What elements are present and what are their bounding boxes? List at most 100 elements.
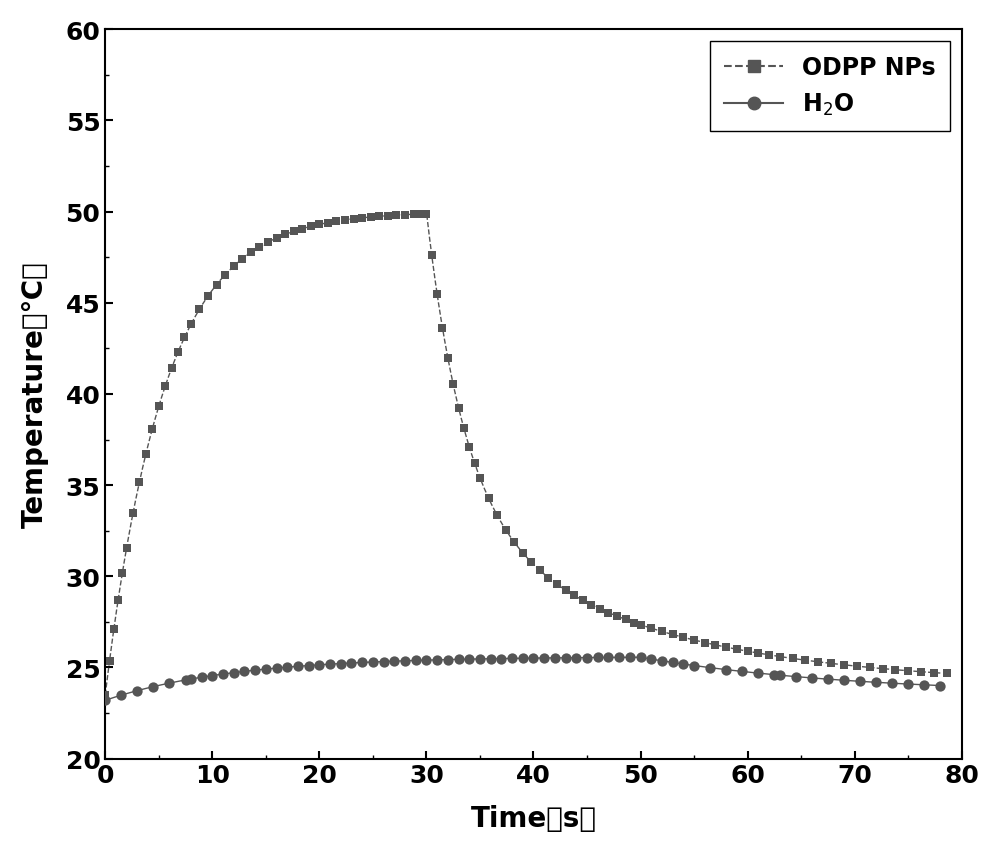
Point [286, 225, 302, 239]
Point [234, 252, 250, 266]
Point [113, 688, 129, 702]
Point [583, 598, 599, 612]
Point [397, 654, 413, 668]
Point [451, 401, 467, 415]
Point [176, 331, 192, 345]
Point [852, 675, 868, 688]
Point [875, 662, 891, 676]
Point [489, 508, 505, 522]
Point [226, 666, 242, 680]
Point [451, 653, 467, 666]
Point [600, 606, 616, 619]
Point [579, 651, 595, 664]
Point [269, 661, 285, 675]
Point [138, 448, 154, 461]
Point [97, 693, 113, 707]
Point [429, 287, 445, 301]
Point [675, 630, 691, 644]
Point [363, 211, 379, 224]
Point [788, 670, 804, 683]
Point [301, 659, 317, 672]
Point [575, 594, 591, 607]
Point [515, 652, 531, 665]
Point [144, 422, 160, 436]
Point [566, 589, 582, 602]
Point [525, 652, 541, 665]
Point [114, 566, 130, 580]
Point [729, 642, 745, 656]
Point [386, 654, 402, 668]
Point [151, 400, 167, 414]
Point [772, 650, 788, 664]
Point [618, 612, 634, 626]
Point [515, 547, 531, 560]
Point [376, 655, 392, 669]
Point [354, 212, 370, 225]
Y-axis label: Temperature（℃）: Temperature（℃） [21, 261, 49, 528]
Point [868, 676, 884, 689]
Point [558, 583, 574, 597]
Point [406, 208, 422, 222]
Point [322, 658, 338, 671]
Point [643, 653, 659, 666]
Point [418, 207, 434, 221]
Point [290, 659, 306, 673]
Point [279, 660, 295, 674]
Point [247, 664, 263, 677]
Point [125, 507, 141, 520]
Point [900, 677, 916, 691]
Point [939, 667, 955, 681]
Point [532, 564, 548, 577]
Point [277, 229, 293, 242]
Point [568, 651, 584, 664]
Point [337, 214, 353, 228]
Point [810, 655, 826, 669]
Point [328, 215, 344, 229]
Point [236, 664, 252, 678]
Point [493, 652, 509, 665]
Point [191, 303, 207, 316]
Point [718, 641, 734, 654]
Point [170, 345, 186, 359]
Point [932, 679, 948, 693]
Point [665, 656, 681, 670]
Point [346, 212, 362, 226]
Point [884, 676, 900, 690]
Point [258, 663, 274, 676]
Point [440, 351, 456, 365]
Point [633, 651, 649, 664]
Point [797, 653, 813, 667]
Point [916, 678, 932, 692]
Point [558, 651, 574, 664]
Point [215, 667, 231, 681]
Point [183, 672, 199, 686]
Point [600, 651, 616, 664]
Point [761, 648, 777, 662]
Point [697, 636, 713, 650]
Point [633, 618, 649, 632]
Point [900, 664, 916, 678]
Point [675, 658, 691, 671]
Point [643, 622, 659, 635]
Point [785, 652, 801, 665]
X-axis label: Time（s）: Time（s） [470, 804, 596, 833]
Point [611, 651, 627, 664]
Point [849, 659, 865, 673]
Point [371, 210, 387, 223]
Point [926, 666, 942, 680]
Point [823, 657, 839, 670]
Point [97, 688, 113, 702]
Point [483, 652, 499, 665]
Legend: ODPP NPs, H$_2$O: ODPP NPs, H$_2$O [710, 42, 950, 132]
Point [472, 472, 488, 485]
Point [498, 523, 514, 537]
Point [131, 475, 147, 489]
Point [740, 645, 756, 659]
Point [343, 656, 359, 670]
Point [161, 676, 177, 690]
Point [654, 654, 670, 668]
Point [750, 666, 766, 680]
Point [622, 651, 638, 664]
Point [414, 208, 430, 222]
Point [397, 208, 413, 222]
